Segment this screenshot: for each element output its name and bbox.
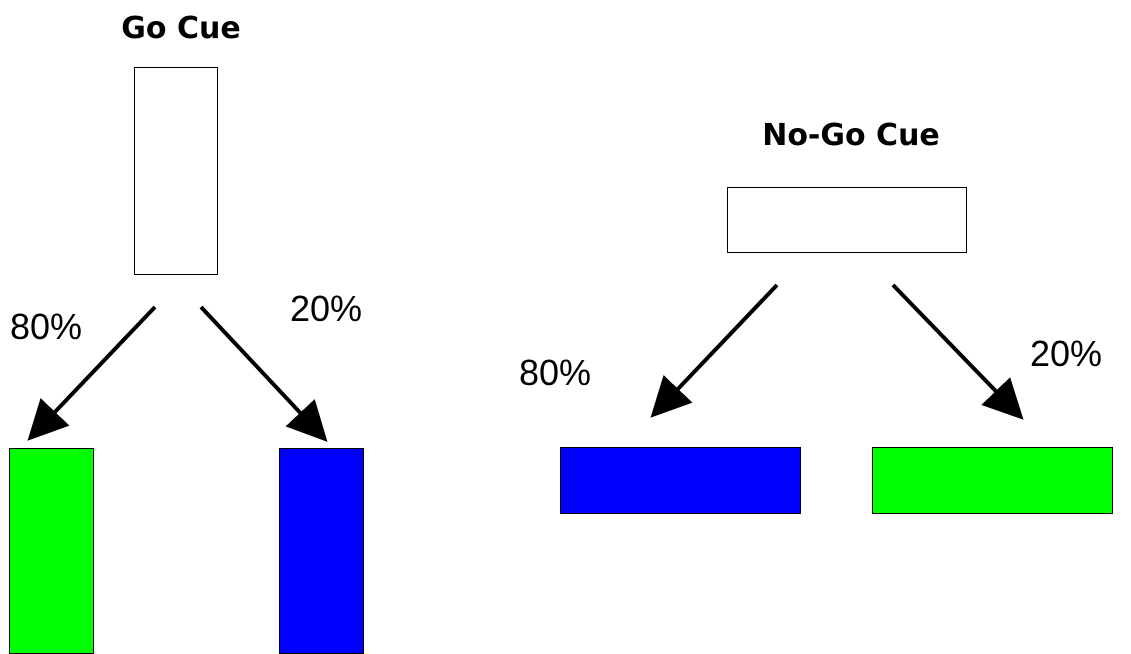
go-right-percent: 20% <box>290 288 363 329</box>
go-left-outcome-green <box>9 448 94 654</box>
go-left-percent: 80% <box>10 306 83 347</box>
nogo-right-outcome-green <box>872 447 1113 514</box>
nogo-left-percent: 80% <box>519 352 592 393</box>
go-cue-box <box>134 67 218 275</box>
nogo-left-arrow <box>650 283 779 418</box>
go-cue-title: Go Cue <box>121 11 241 46</box>
nogo-left-outcome-blue <box>560 447 801 514</box>
go-right-outcome-blue <box>279 448 364 654</box>
nogo-cue-box <box>727 187 967 253</box>
nogo-right-arrow <box>891 283 1024 420</box>
nogo-right-percent: 20% <box>1030 333 1103 374</box>
nogo-cue-title: No-Go Cue <box>762 118 940 153</box>
